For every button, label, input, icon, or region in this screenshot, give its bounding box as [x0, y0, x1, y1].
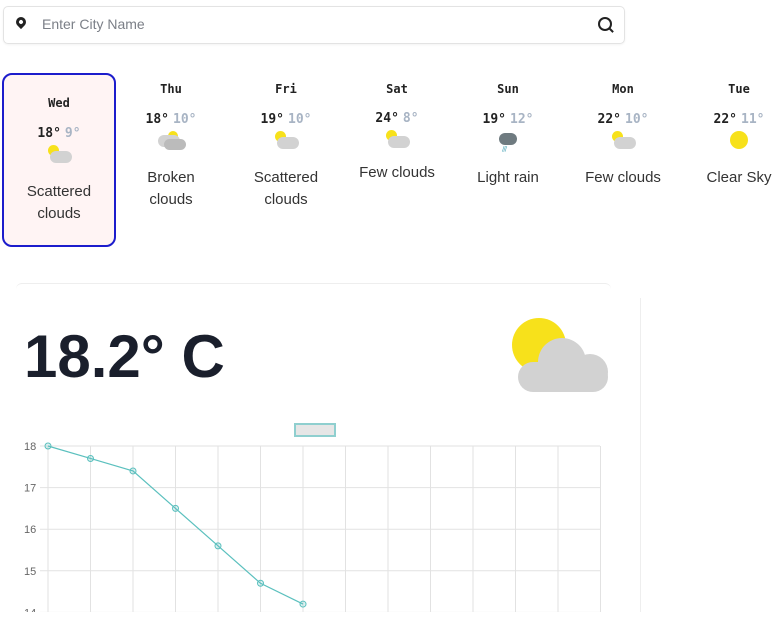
day-name: Tue	[728, 82, 750, 96]
high-temp: 18°	[37, 126, 61, 141]
day-name: Thu	[160, 82, 182, 96]
forecast-day-sun[interactable]: Sun 19° 12° /// Light rain	[453, 82, 563, 189]
temperature-range: 18° 9°	[4, 126, 114, 141]
high-temp: 22°	[713, 112, 737, 127]
city-search-bar	[3, 6, 625, 44]
search-icon[interactable]	[598, 17, 612, 31]
weather-description: Few clouds	[359, 164, 435, 181]
sun-cloud-icon	[608, 131, 638, 151]
weather-description: Scattered clouds	[253, 169, 319, 208]
weather-description: Scattered clouds	[26, 183, 92, 222]
forecast-day-sat[interactable]: Sat 24° 8° Few clouds	[342, 82, 452, 184]
forecast-day-wed[interactable]: Wed 18° 9° Scattered clouds	[2, 73, 116, 247]
broken-clouds-icon	[156, 131, 186, 151]
low-temp: 10°	[173, 112, 197, 127]
temperature-range: 22° 11°	[684, 112, 777, 127]
current-weather-card	[16, 283, 611, 624]
temperature-range: 22° 10°	[568, 112, 678, 127]
weather-description: Broken clouds	[147, 169, 195, 208]
sun-cloud-icon	[382, 130, 412, 150]
sun-cloud-icon	[271, 131, 301, 151]
low-temp: 8°	[402, 111, 419, 126]
high-temp: 24°	[375, 111, 399, 126]
low-temp: 10°	[288, 112, 312, 127]
current-temperature: 18.2° C	[24, 323, 225, 390]
high-temp: 22°	[597, 112, 621, 127]
weather-description: Clear Sky	[706, 169, 772, 186]
weather-description: Few clouds	[585, 169, 661, 186]
forecast-day-tue[interactable]: Tue 22° 11° Clear Sky	[684, 82, 777, 189]
sun-cloud-icon	[44, 145, 74, 165]
city-search-input[interactable]	[40, 15, 584, 33]
forecast-day-fri[interactable]: Fri 19° 10° Scattered clouds	[231, 82, 341, 211]
day-name: Mon	[612, 82, 634, 96]
low-temp: 11°	[741, 112, 765, 127]
low-temp: 10°	[625, 112, 649, 127]
day-name: Sun	[497, 82, 519, 96]
rain-icon: ///	[493, 131, 523, 153]
day-name: Wed	[48, 96, 70, 110]
low-temp: 12°	[510, 112, 534, 127]
temperature-range: 18° 10°	[116, 112, 226, 127]
map-pin-icon	[13, 14, 29, 30]
day-name: Sat	[386, 82, 408, 96]
sun-icon	[724, 131, 754, 151]
forecast-day-mon[interactable]: Mon 22° 10° Few clouds	[568, 82, 678, 189]
high-temp: 18°	[145, 112, 169, 127]
temperature-range: 19° 10°	[231, 112, 341, 127]
high-temp: 19°	[482, 112, 506, 127]
low-temp: 9°	[64, 126, 81, 141]
temperature-range: 19° 12°	[453, 112, 563, 127]
high-temp: 19°	[260, 112, 284, 127]
current-weather-icon	[510, 316, 610, 396]
divider	[640, 298, 641, 612]
weather-description: Light rain	[477, 169, 539, 186]
temperature-range: 24° 8°	[342, 111, 452, 126]
day-name: Fri	[275, 82, 297, 96]
forecast-day-thu[interactable]: Thu 18° 10° Broken clouds	[116, 82, 226, 211]
